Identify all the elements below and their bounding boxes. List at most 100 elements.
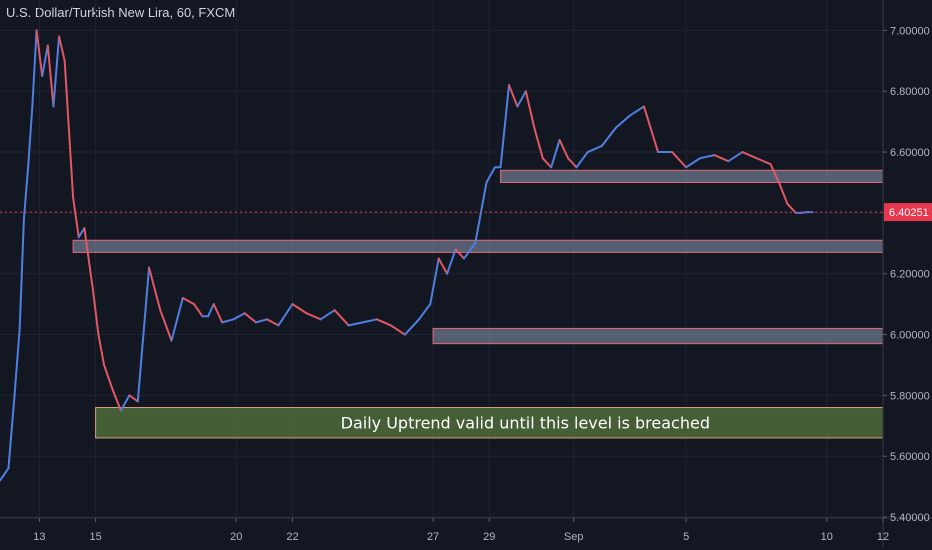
last-price-badge [884,203,932,222]
price-segment [361,318,378,324]
x-tick-label: 22 [286,531,298,543]
y-tick-label: 6.60000 [890,147,930,159]
price-segment [462,242,477,260]
price-segment [671,151,688,169]
price-segment [83,227,94,290]
price-segment [550,138,561,169]
price-segment [777,181,789,205]
price-segment [266,318,280,327]
price-segment [232,312,246,321]
price-segment [628,105,645,117]
x-tick-label: 5 [683,531,689,543]
price-segment [254,318,269,324]
y-tick-label: 5.80000 [890,390,930,402]
price-segment [291,303,308,315]
price-segment [52,35,61,108]
y-tick-label: 5.40000 [890,512,930,524]
price-segment [97,333,106,366]
price-segment [111,388,122,412]
price-segment [524,90,536,129]
price-segment [46,44,55,108]
price-segment [713,154,730,163]
price-segment [58,35,66,62]
price-segment [516,90,527,108]
x-tick-label: Sep [564,531,584,543]
price-segment [72,196,80,239]
price-segment [454,248,465,260]
x-tick-label: 15 [89,531,101,543]
price-segment [437,257,449,275]
price-segment [193,303,204,318]
price-segment [243,312,257,324]
price-segment [136,266,151,403]
y-tick-label: 5.60000 [890,451,930,463]
price-segment [333,309,350,327]
price-segment [103,363,114,391]
x-tick-label: 13 [33,531,45,543]
price-segment [277,303,294,327]
last-price-label: 6.40251 [889,207,929,219]
price-segment [642,105,660,154]
price-segment [389,324,406,336]
price-segment [586,144,603,154]
x-tick-label: 12 [877,531,889,543]
x-tick-label: 10 [821,531,833,543]
price-segment [403,318,421,336]
price-segment [212,303,224,324]
price-segment [541,157,553,169]
resistance-zone[interactable] [432,327,884,345]
price-segment [77,227,86,239]
price-segment [347,321,364,327]
resistance-zone[interactable] [500,169,884,183]
price-segment [533,126,544,160]
price-segment [485,166,496,184]
price-segment [769,163,780,184]
price-segment [181,297,196,306]
y-tick-label: 7.00000 [890,25,930,37]
price-segment [786,202,797,214]
support-zone[interactable] [95,407,884,439]
x-tick-label: 20 [230,531,242,543]
x-tick-label: 27 [427,531,439,543]
price-segment [119,394,131,412]
price-segment [499,84,510,169]
price-segment [18,217,25,330]
price-segment [474,181,488,245]
price-segment [567,157,578,169]
price-segment [128,394,139,403]
x-tick-label: 29 [483,531,495,543]
price-segment [41,44,49,78]
price-segment [575,151,589,169]
price-segment [221,318,235,324]
price-segment [507,84,519,108]
y-tick-label: 6.00000 [890,330,930,342]
price-segment [375,318,392,327]
price-segment [22,166,30,220]
price-segment [429,257,440,306]
symbol-title: U.S. Dollar/Turkish New Lira, 60, FXCM [6,5,236,20]
price-segment [614,114,631,129]
price-segment [446,248,457,275]
price-segment [699,154,716,160]
price-segment [558,138,570,160]
price-segment [319,309,336,321]
price-segment [727,151,744,163]
price-segment [741,151,758,160]
price-segment [148,266,162,312]
y-tick-label: 6.20000 [890,269,930,281]
price-segment [27,105,34,169]
price-segment [170,297,184,342]
price-segment [63,59,75,199]
price-segment [13,327,21,403]
price-segment [418,303,432,321]
price-segment [0,467,10,482]
price-segment [685,157,702,169]
resistance-zone[interactable] [72,239,884,253]
price-segment [7,400,16,470]
support-zone-label: Daily Uptrend valid until this level is … [341,414,710,433]
price-segment [91,287,100,336]
price-segment [207,303,215,318]
price-segment [755,157,772,166]
